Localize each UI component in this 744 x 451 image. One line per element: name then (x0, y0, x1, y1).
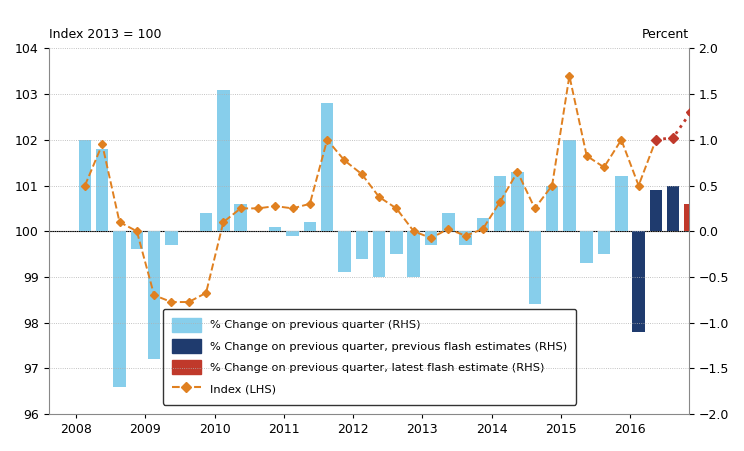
Bar (165, 231, 178, 245)
Bar (477, 217, 489, 231)
Bar (408, 231, 420, 277)
Bar (684, 204, 696, 231)
Bar (373, 231, 385, 277)
Bar (200, 213, 212, 231)
Bar (131, 231, 143, 249)
Bar (442, 213, 455, 231)
Text: Index 2013 = 100: Index 2013 = 100 (48, 28, 161, 41)
Bar (217, 90, 230, 231)
Bar (321, 103, 333, 231)
Bar (667, 190, 679, 231)
Bar (546, 185, 558, 231)
Bar (96, 149, 109, 231)
Bar (667, 185, 679, 231)
Legend: % Change on previous quarter (RHS), % Change on previous quarter, previous flash: % Change on previous quarter (RHS), % Ch… (163, 308, 576, 405)
Bar (425, 231, 437, 245)
Bar (339, 231, 350, 272)
Bar (234, 204, 247, 231)
Bar (580, 231, 593, 263)
Bar (494, 176, 507, 231)
Bar (650, 190, 662, 231)
Bar (286, 231, 299, 236)
Bar (632, 231, 645, 332)
Bar (684, 208, 696, 231)
Bar (615, 176, 627, 231)
Bar (650, 195, 662, 231)
Bar (113, 231, 126, 387)
Bar (79, 140, 92, 231)
Bar (304, 222, 316, 231)
Bar (632, 231, 645, 322)
Bar (356, 231, 368, 258)
Text: Percent: Percent (641, 28, 689, 41)
Bar (390, 231, 403, 254)
Bar (597, 231, 610, 254)
Bar (528, 231, 541, 304)
Bar (563, 140, 576, 231)
Bar (459, 231, 472, 245)
Bar (148, 231, 161, 359)
Bar (511, 172, 524, 231)
Bar (269, 227, 281, 231)
